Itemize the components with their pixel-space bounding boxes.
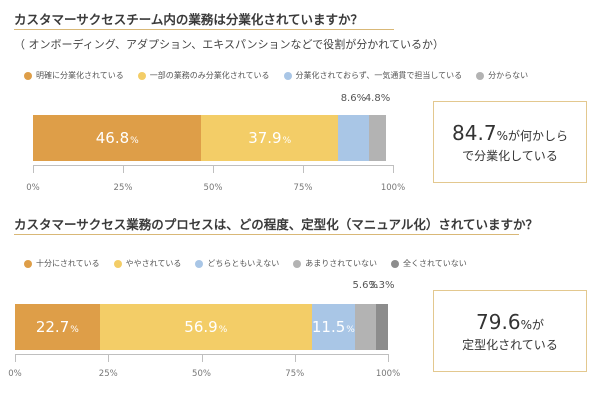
chart1-summary-box: 84.7%が何かしら で分業化している bbox=[433, 101, 587, 183]
chart2-tick bbox=[15, 354, 16, 362]
chart1-bar-segment: 46.8% bbox=[33, 115, 202, 161]
chart2-legend-item: 全くされていない bbox=[390, 258, 467, 269]
legend-dot-icon bbox=[137, 71, 146, 80]
chart1-summary-line1: 84.7%が何かしら bbox=[452, 121, 568, 145]
chart2-bar-segment: 56.9% bbox=[99, 304, 312, 350]
chart1-title: カスタマーサクセスチーム内の業務は分業化されていますか？ bbox=[14, 12, 364, 27]
chart1-legend-item: 分からない bbox=[476, 70, 528, 81]
chart1-bar: 46.8% 37.9% bbox=[33, 115, 393, 161]
chart1-data-label-outside: 8.6% bbox=[340, 93, 367, 104]
legend-dot-icon bbox=[283, 71, 292, 80]
chart2-bar-segment: 11.5% bbox=[312, 304, 355, 350]
chart1-bar-segment bbox=[368, 115, 387, 161]
chart2-data-label: 22.7% bbox=[35, 318, 79, 336]
chart1-tick-label: 100% bbox=[380, 183, 406, 193]
legend-label: 分からない bbox=[488, 71, 529, 80]
chart1-bar-segment: 37.9% bbox=[201, 115, 338, 161]
chart2-tick-label: 25% bbox=[98, 369, 118, 379]
chart2-legend-item: 十分にされている bbox=[24, 258, 100, 269]
chart1-bar-segment bbox=[337, 115, 369, 161]
legend-dot-icon bbox=[390, 259, 399, 268]
chart1-tick-label: 25% bbox=[113, 183, 133, 193]
legend-label: ややされている bbox=[125, 259, 182, 268]
chart2-legend-item: あまりされていない bbox=[293, 258, 377, 269]
legend-label: あまりされていない bbox=[305, 259, 377, 268]
chart2-legend-item: ややされている bbox=[113, 258, 182, 269]
legend-label: 明確に分業化されている bbox=[36, 71, 124, 80]
chart1-data-label: 46.8% bbox=[95, 129, 139, 147]
legend-dot-icon bbox=[195, 259, 204, 268]
chart2-tick bbox=[108, 354, 110, 362]
legend-dot-icon bbox=[24, 71, 32, 80]
legend-dot-icon bbox=[293, 259, 302, 268]
chart2-data-label-outside: 5.6% bbox=[352, 280, 378, 291]
chart2-summary-box: 79.6%が 定型化されている bbox=[433, 290, 587, 372]
chart1-legend-item: 明確に分業化されている bbox=[24, 70, 124, 81]
chart2-tick-label: 50% bbox=[192, 369, 211, 379]
chart2-tick bbox=[201, 354, 203, 362]
legend-label: 分業化されておらず、一気通貫で担当している bbox=[295, 71, 463, 80]
chart2-summary-line2: 定型化されている bbox=[462, 337, 558, 352]
chart2-summary-line1: 79.6%が bbox=[476, 310, 544, 334]
chart2-legend: 十分にされている ややされている どちらともいえない あまりされていない 全くされていな… bbox=[24, 258, 481, 269]
chart2-summary-value: 79.6 bbox=[476, 309, 521, 334]
chart1-data-label: 37.9% bbox=[248, 129, 292, 147]
chart1-tick bbox=[213, 165, 214, 173]
chart2-tick bbox=[388, 354, 389, 362]
chart1-summary-suffix: %が何かしら bbox=[496, 128, 568, 143]
chart2-bar-segment: 22.7% bbox=[15, 304, 100, 350]
chart1-tick-label: 75% bbox=[293, 183, 313, 193]
chart1-tick bbox=[393, 165, 394, 173]
legend-label: 十分にされている bbox=[36, 259, 100, 268]
chart1-summary-value: 84.7 bbox=[452, 120, 497, 145]
chart1-legend-item: 分業化されておらず、一気通貫で担当している bbox=[283, 70, 463, 81]
chart1-legend: 明確に分業化されている 一部の業務のみ分業化されている 分業化されておらず、一気通貫… bbox=[24, 70, 542, 81]
chart2-data-label-outside: 3.3% bbox=[369, 280, 395, 291]
chart1-tick-label: 50% bbox=[203, 183, 223, 193]
legend-dot-icon bbox=[24, 259, 32, 268]
chart2-summary-suffix: %が bbox=[520, 317, 544, 332]
chart1-tick bbox=[33, 165, 34, 173]
chart1-legend-item: 一部の業務のみ分業化されている bbox=[137, 70, 270, 81]
legend-label: 全くされていない bbox=[402, 259, 467, 268]
chart2-title-underline bbox=[14, 234, 519, 235]
chart2-legend-item: どちらともいえない bbox=[195, 258, 279, 269]
legend-dot-icon bbox=[476, 71, 485, 80]
legend-dot-icon bbox=[113, 259, 122, 268]
chart2-tick bbox=[294, 354, 296, 362]
chart1-tick-label: 0% bbox=[26, 183, 40, 193]
chart1-subtitle: （ オンボーディング、アダプション、エキスパンションなどで役割が分かれているか） bbox=[14, 38, 444, 51]
chart1-data-label-outside: 4.8% bbox=[364, 93, 391, 104]
legend-label: どちらともいえない bbox=[207, 259, 280, 268]
chart2-tick-label: 100% bbox=[375, 369, 401, 379]
chart2-data-label: 56.9% bbox=[184, 318, 228, 336]
chart2-bar-segment bbox=[354, 304, 376, 350]
chart2-data-label: 11.5% bbox=[311, 318, 355, 336]
chart2-title: カスタマーサクセス業務のプロセスは、どの程度、定型化（マニュアル化）されています… bbox=[14, 217, 539, 232]
chart1-tick bbox=[303, 165, 304, 173]
chart2-bar-segment bbox=[375, 304, 388, 350]
chart2-bar: 22.7% 56.9% 11.5% bbox=[15, 304, 388, 350]
chart2-tick-label: 75% bbox=[285, 369, 305, 379]
chart1-tick bbox=[123, 165, 124, 173]
chart1-title-underline bbox=[14, 29, 394, 30]
legend-label: 一部の業務のみ分業化されている bbox=[149, 71, 270, 80]
chart2-tick-label: 0% bbox=[8, 369, 22, 379]
chart1-summary-line2: で分業化している bbox=[462, 148, 558, 163]
